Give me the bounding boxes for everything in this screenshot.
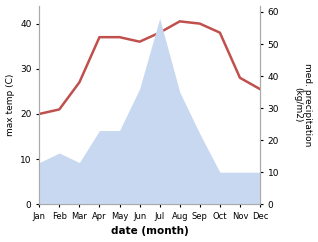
X-axis label: date (month): date (month) [111,227,189,236]
Y-axis label: max temp (C): max temp (C) [5,74,15,136]
Y-axis label: med. precipitation
(kg/m2): med. precipitation (kg/m2) [293,63,313,147]
